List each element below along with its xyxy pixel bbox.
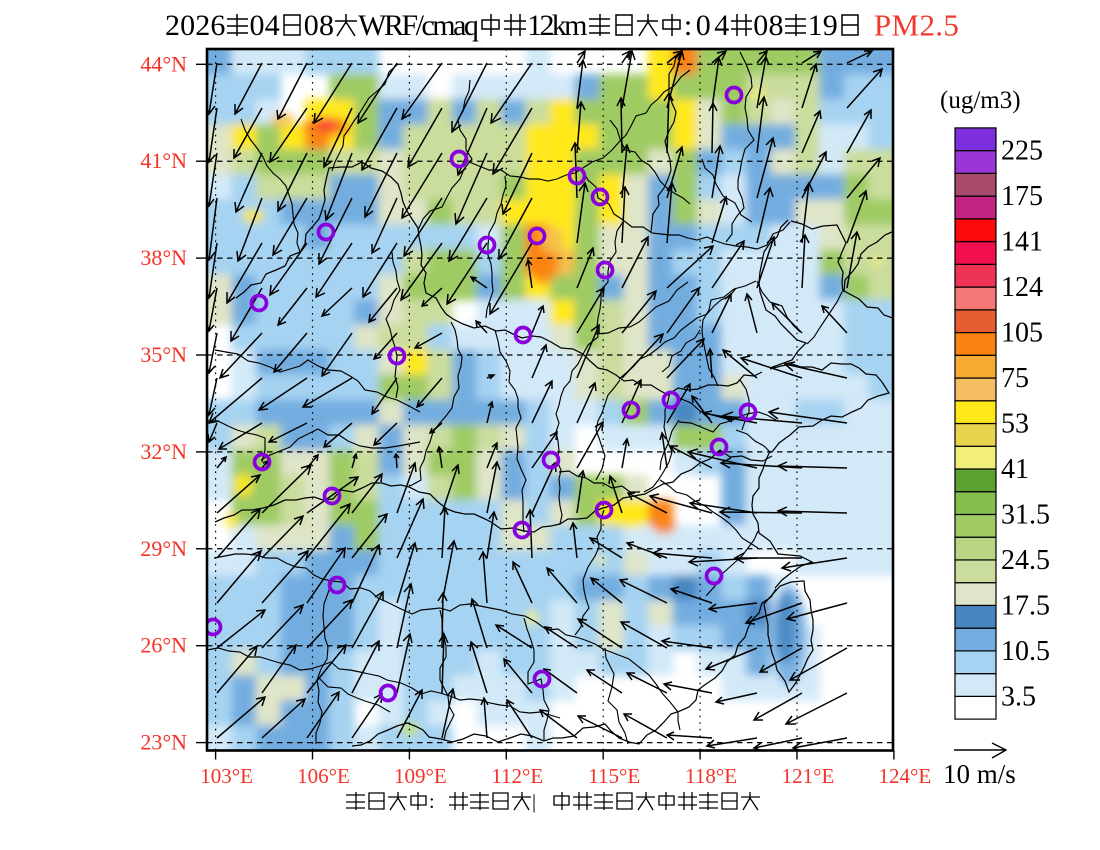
svg-text:124°E: 124°E xyxy=(879,764,932,788)
svg-text:08: 08 xyxy=(753,9,783,42)
svg-text:12km: 12km xyxy=(527,9,587,42)
svg-text:225: 225 xyxy=(1001,136,1043,167)
svg-text:31.5: 31.5 xyxy=(1001,500,1050,531)
svg-text:41°N: 41°N xyxy=(140,148,187,173)
svg-text:35°N: 35°N xyxy=(140,342,187,367)
svg-text:26°N: 26°N xyxy=(140,633,187,658)
svg-text:121°E: 121°E xyxy=(782,764,835,788)
svg-text:17.5: 17.5 xyxy=(1001,590,1050,621)
svg-text:38°N: 38°N xyxy=(140,245,187,270)
svg-text:103°E: 103°E xyxy=(200,764,253,788)
svg-text:|: | xyxy=(532,791,536,813)
svg-text:WRF/cmaq: WRF/cmaq xyxy=(358,9,479,42)
svg-text:75: 75 xyxy=(1001,363,1029,394)
svg-text:112°E: 112°E xyxy=(491,764,543,788)
svg-text:105: 105 xyxy=(1001,318,1043,349)
svg-text::: : xyxy=(429,791,435,813)
svg-text:41: 41 xyxy=(1001,454,1029,485)
svg-text:175: 175 xyxy=(1001,181,1043,212)
svg-text:106°E: 106°E xyxy=(297,764,350,788)
svg-text:141: 141 xyxy=(1001,227,1043,258)
svg-text:10 m/s: 10 m/s xyxy=(943,759,1016,789)
svg-text:29°N: 29°N xyxy=(140,536,187,561)
svg-text:118°E: 118°E xyxy=(685,764,737,788)
svg-text:2026: 2026 xyxy=(165,9,225,42)
svg-text:04: 04 xyxy=(250,9,280,42)
svg-text:23°N: 23°N xyxy=(140,730,187,755)
svg-text:08: 08 xyxy=(304,9,334,42)
svg-text:3.5: 3.5 xyxy=(1001,681,1036,712)
svg-text:(ug/m3): (ug/m3) xyxy=(940,87,1021,114)
svg-text:109°E: 109°E xyxy=(394,764,447,788)
svg-text:24.5: 24.5 xyxy=(1001,545,1050,576)
svg-text:19: 19 xyxy=(808,9,838,42)
svg-text:53: 53 xyxy=(1001,409,1029,440)
svg-text:115°E: 115°E xyxy=(588,764,640,788)
svg-text:32°N: 32°N xyxy=(140,439,187,464)
svg-text:44°N: 44°N xyxy=(140,51,187,76)
svg-text:124: 124 xyxy=(1001,272,1043,303)
svg-text:PM2.5: PM2.5 xyxy=(874,8,959,43)
svg-text:10.5: 10.5 xyxy=(1001,636,1050,667)
svg-text::04: :04 xyxy=(684,9,729,42)
